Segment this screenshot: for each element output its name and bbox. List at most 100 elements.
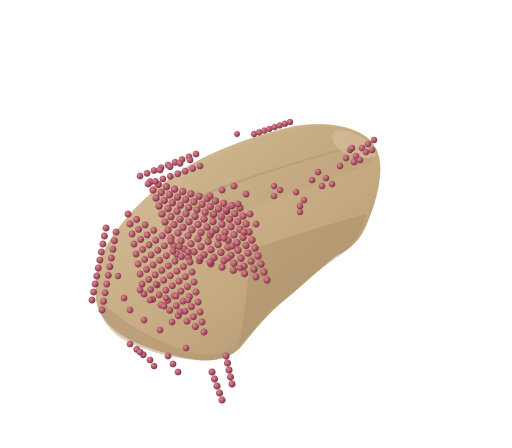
point-marker <box>236 264 244 272</box>
point-marker <box>200 328 208 336</box>
point-marker <box>228 380 236 388</box>
point-marker <box>194 298 202 306</box>
point-marker <box>328 180 336 188</box>
point-marker <box>144 180 152 188</box>
point-marker <box>143 169 151 177</box>
point-marker <box>166 172 174 180</box>
point-marker <box>194 220 202 229</box>
point-marker <box>136 286 144 294</box>
point-marker <box>164 352 172 360</box>
point-marker <box>103 280 111 288</box>
point-marker <box>101 289 109 297</box>
point-marker <box>230 259 238 267</box>
point-marker <box>90 288 98 296</box>
point-marker <box>231 209 239 218</box>
point-marker <box>136 172 144 180</box>
point-marker <box>296 202 304 210</box>
point-marker <box>191 212 199 221</box>
point-marker <box>342 154 350 162</box>
point-marker <box>162 183 171 191</box>
point-marker <box>177 253 185 261</box>
point-marker <box>165 191 174 199</box>
point-marker <box>184 248 192 256</box>
point-marker <box>173 193 182 201</box>
point-marker <box>217 213 226 221</box>
point-marker <box>149 261 157 269</box>
point-marker <box>242 190 250 198</box>
point-marker <box>214 240 222 249</box>
point-marker <box>172 292 180 300</box>
point-marker <box>162 252 170 260</box>
point-marker <box>152 236 160 244</box>
point-marker <box>93 272 101 280</box>
point-marker <box>151 271 159 279</box>
point-marker <box>156 166 164 174</box>
point-marker <box>190 198 198 206</box>
point-marker <box>271 123 278 131</box>
point-marker <box>169 360 177 368</box>
point-marker <box>166 306 174 314</box>
point-marker <box>187 303 195 311</box>
point-marker <box>257 260 265 268</box>
point-marker <box>181 167 189 175</box>
point-marker <box>184 232 192 240</box>
point-marker <box>182 195 190 204</box>
point-marker <box>152 178 159 185</box>
point-marker <box>234 200 242 208</box>
point-marker <box>215 389 224 397</box>
point-marker <box>140 316 148 324</box>
point-marker <box>162 294 170 302</box>
point-marker <box>263 276 271 284</box>
point-marker <box>176 308 184 316</box>
point-marker <box>107 254 115 262</box>
point-marker <box>200 215 208 223</box>
point-marker <box>286 118 294 126</box>
point-marker <box>132 250 140 258</box>
point-marker <box>276 122 283 129</box>
point-marker <box>172 302 180 310</box>
point-marker <box>134 260 142 268</box>
point-marker <box>362 148 370 156</box>
point-marker <box>206 192 214 200</box>
point-marker <box>147 285 155 293</box>
point-marker <box>239 212 247 220</box>
point-marker <box>179 263 187 271</box>
point-marker <box>149 186 157 194</box>
point-marker <box>164 226 172 234</box>
point-marker <box>276 186 284 194</box>
point-marker <box>91 280 99 288</box>
point-marker <box>164 204 172 213</box>
point-marker <box>190 278 198 286</box>
point-marker <box>175 277 183 285</box>
point-marker <box>147 251 155 259</box>
point-marker <box>239 233 247 242</box>
point-marker <box>223 359 232 367</box>
point-marker <box>175 243 183 251</box>
point-marker <box>187 240 195 248</box>
point-marker <box>154 246 162 254</box>
point-marker <box>210 210 218 218</box>
point-marker <box>176 201 185 209</box>
point-marker <box>150 226 158 234</box>
point-marker <box>270 182 278 190</box>
point-marker <box>318 182 326 190</box>
point-marker <box>176 159 184 167</box>
point-marker <box>196 308 204 316</box>
point-marker <box>155 291 163 299</box>
point-marker <box>102 224 110 232</box>
point-marker <box>211 197 220 205</box>
point-marker <box>167 237 175 245</box>
point-marker <box>150 362 158 370</box>
car-window-line <box>199 149 341 197</box>
point-marker <box>164 262 172 270</box>
point-marker <box>150 167 158 174</box>
car-roof <box>180 126 373 222</box>
point-marker <box>186 258 194 266</box>
point-marker <box>206 258 214 266</box>
point-marker <box>191 323 199 331</box>
point-marker <box>228 201 236 210</box>
point-marker <box>208 228 216 236</box>
point-marker <box>225 366 233 374</box>
point-marker <box>244 249 252 257</box>
point-marker <box>348 144 356 152</box>
